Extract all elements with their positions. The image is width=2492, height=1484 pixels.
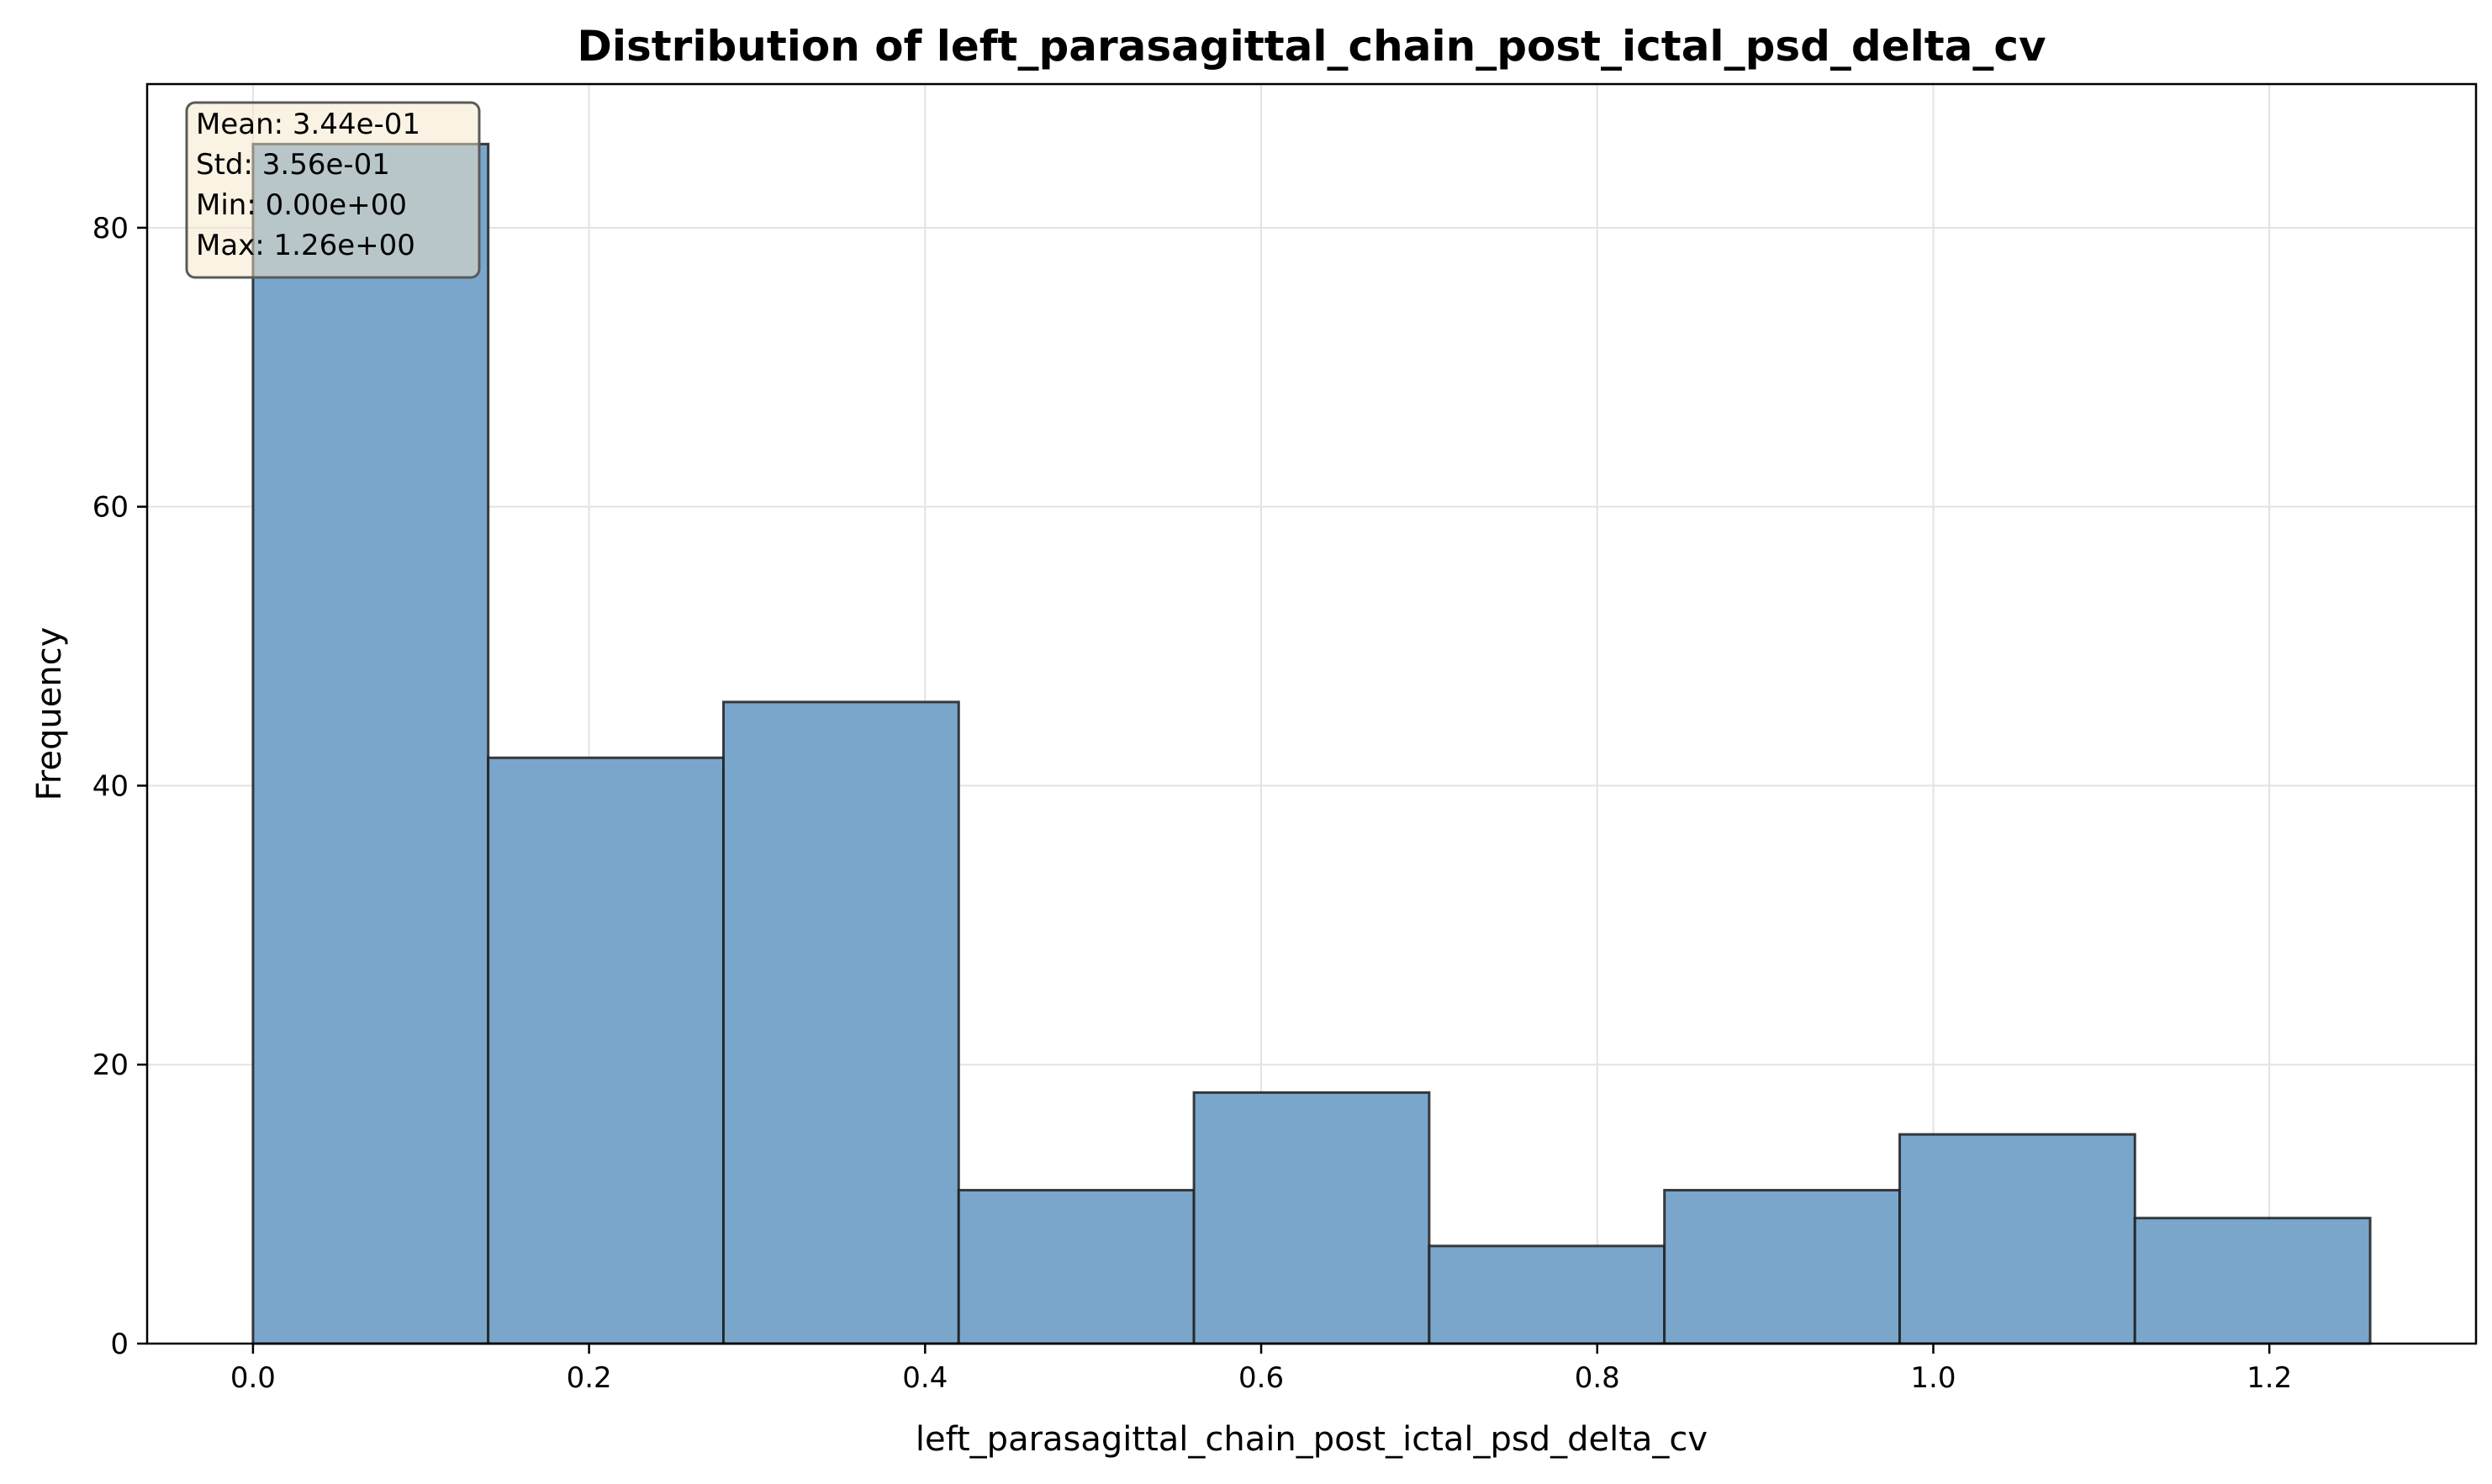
y-tick-label-4: 80: [92, 212, 129, 246]
histogram-bar-2: [722, 700, 960, 1345]
histogram-bar-0: [251, 142, 490, 1345]
stats-box-background: [185, 101, 481, 279]
y-axis-ticks: 0 20 40 60 80: [92, 212, 147, 1361]
histogram-bar-1: [487, 756, 726, 1345]
x-axis-label: left_parasagittal_chain_post_ictal_psd_d…: [916, 1420, 1708, 1459]
y-tick-label-1: 20: [92, 1048, 129, 1082]
histogram-bar-4: [1192, 1091, 1431, 1345]
histogram-bar-8: [2133, 1217, 2372, 1345]
x-axis-ticks: 0.0 0.2 0.4 0.6 0.8 1.0 1.2: [230, 1344, 2292, 1395]
stats-box: Mean: 3.44e-01 Std: 3.56e-01 Min: 0.00e+…: [185, 101, 481, 279]
stats-max: Max: 1.26e+00: [196, 229, 415, 262]
y-axis-label: Frequency: [30, 627, 69, 801]
histogram-bar-5: [1428, 1244, 1666, 1345]
y-tick-label-2: 40: [92, 769, 129, 803]
x-tick-label-0: 0.0: [230, 1361, 276, 1395]
x-tick-label-1: 0.2: [567, 1361, 612, 1395]
stats-mean: Mean: 3.44e-01: [196, 108, 420, 141]
histogram-bar-3: [957, 1189, 1196, 1345]
x-tick-label-2: 0.4: [902, 1361, 948, 1395]
stats-std: Std: 3.56e-01: [196, 148, 390, 182]
plot-area-frame: [145, 82, 2478, 1345]
histogram-bar-6: [1663, 1189, 1901, 1345]
x-tick-label-6: 1.2: [2246, 1361, 2292, 1395]
y-tick-label-0: 0: [110, 1328, 129, 1361]
x-tick-label-4: 0.8: [1575, 1361, 1620, 1395]
histogram-bars: [251, 142, 2372, 1345]
histogram-bar-7: [1898, 1133, 2136, 1345]
stats-min: Min: 0.00e+00: [196, 188, 407, 222]
chart-title: Distribution of left_parasagittal_chain_…: [577, 22, 2046, 71]
x-tick-label-3: 0.6: [1238, 1361, 1284, 1395]
y-tick-label-3: 60: [92, 491, 129, 525]
x-tick-label-5: 1.0: [1910, 1361, 1956, 1395]
